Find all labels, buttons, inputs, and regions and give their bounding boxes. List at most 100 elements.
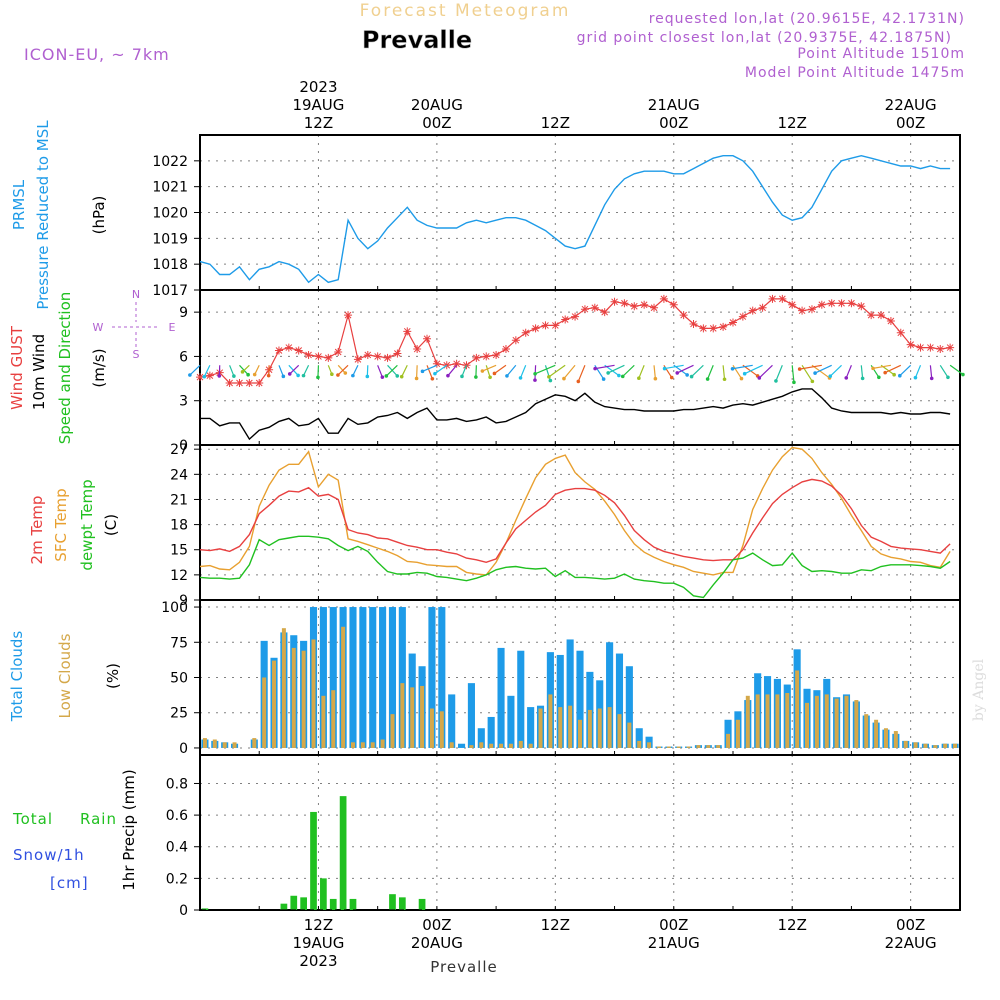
wind-gust-point <box>699 324 708 333</box>
wind-gust-point <box>482 352 491 361</box>
wind-arrow-head <box>961 372 965 377</box>
wind-arrow-head <box>330 372 334 376</box>
wind-arrow-head <box>474 375 478 379</box>
wind-direction-arrow <box>519 365 527 379</box>
wind-direction-arrow <box>289 364 300 375</box>
total-cloud-bar <box>517 650 525 748</box>
wind-gust-point <box>304 350 313 359</box>
low-cloud-bar <box>232 742 237 748</box>
top-hour-label: 00Z <box>422 114 451 132</box>
wind-arrow-head <box>217 374 222 378</box>
wind-gust-point <box>916 343 925 352</box>
dewpt-temp-line <box>199 535 951 599</box>
low-cloud-bar <box>281 628 286 748</box>
low-cloud-bar <box>676 746 681 748</box>
wind-gust-point <box>521 328 530 337</box>
wind-gust-point <box>738 312 747 321</box>
temp-label-2m: 2m Temp <box>28 496 46 565</box>
rain-bar <box>329 898 337 910</box>
wind-gust-point <box>590 303 599 312</box>
wind-arrow-head <box>296 373 300 378</box>
wind-gust-point <box>353 355 362 364</box>
wind-arrow-head <box>281 374 286 379</box>
y-tick-label: 50 <box>170 671 188 687</box>
wind-arrow-head <box>446 373 450 378</box>
total-cloud-bar <box>635 728 643 748</box>
wind-arrow-head <box>533 372 537 376</box>
wind-direction-arrow <box>352 365 359 376</box>
rain-bar <box>320 878 327 910</box>
cloud-label-total: Total Clouds <box>8 631 26 723</box>
wind-gust-point <box>798 306 807 315</box>
low-cloud-bar <box>568 705 573 748</box>
wind-gust-point <box>235 379 244 387</box>
y-tick-label: 0.4 <box>166 840 188 856</box>
wind-arrow-head <box>480 369 485 373</box>
wind-direction-arrow <box>422 364 438 372</box>
rain-bar <box>389 894 396 910</box>
wind-direction-arrow <box>845 365 852 379</box>
total-cloud-bar <box>507 695 515 748</box>
total-cloud-bar <box>388 607 397 748</box>
low-cloud-bar <box>469 745 474 748</box>
wind-direction-arrow <box>676 364 694 374</box>
top-hour-label: 12Z <box>778 114 807 132</box>
wind-gust-point <box>245 379 254 387</box>
low-cloud-bar <box>933 745 938 748</box>
top-hour-label: 12Z <box>304 114 333 132</box>
wind-gust-point <box>255 379 264 387</box>
low-cloud-bar <box>420 685 425 748</box>
y-tick-label: 25 <box>170 706 188 722</box>
low-cloud-bar <box>814 695 819 748</box>
wind-arrow-head <box>929 376 934 381</box>
bottom-hour-label: 00Z <box>422 916 451 934</box>
low-cloud-bar <box>252 738 257 748</box>
wind-gust-point <box>650 303 659 312</box>
y-tick-label: 12 <box>170 568 188 584</box>
sfc-temp-line <box>199 446 951 576</box>
wind-arrow-head <box>669 375 674 380</box>
wind-direction-arrow <box>385 364 398 377</box>
wind-gust-point <box>689 319 698 328</box>
bottom-date-label: 19AUG <box>292 934 344 952</box>
low-cloud-bar <box>637 740 642 748</box>
wind-direction-arrow <box>426 365 433 379</box>
wind-gust-point <box>472 353 481 362</box>
y-tick-label: 1019 <box>152 231 188 247</box>
wind-gust-point <box>906 340 915 349</box>
low-cloud-bar <box>499 743 504 748</box>
bottom-hour-label: 12Z <box>304 916 333 934</box>
wind-direction-arrow <box>872 364 892 369</box>
wind-arrow-head <box>685 373 689 377</box>
wind-arrow-head <box>287 372 292 376</box>
bottom-hour-label: 00Z <box>896 916 925 934</box>
wind-gust-point <box>748 306 757 315</box>
low-cloud-bar <box>656 746 661 748</box>
wind-gust-point <box>561 315 570 324</box>
wind-label-dir: Speed and Direction <box>56 292 74 445</box>
wind-direction-arrow <box>447 364 458 377</box>
wind-direction-arrow <box>744 364 763 375</box>
rain-bar <box>349 898 357 910</box>
precip-label-rain: Rain <box>80 810 117 828</box>
wind-direction-arrow <box>415 365 418 379</box>
low-cloud-bar <box>666 746 671 748</box>
wind-gust-point <box>531 324 540 333</box>
wind-gust-point <box>501 345 510 354</box>
wind-gust-point <box>946 343 955 352</box>
wind-arrow-head <box>433 371 437 376</box>
wind-arrow-head <box>365 374 370 379</box>
wind-arrow-head <box>488 375 492 380</box>
top-date-label: 19AUG <box>292 96 344 114</box>
wind-arrow-head <box>518 376 523 380</box>
wind-direction-arrow <box>939 364 949 378</box>
low-cloud-bar <box>449 742 454 748</box>
precip-label-cm: [cm] <box>50 874 89 892</box>
y-tick-label: 1017 <box>152 283 188 299</box>
low-cloud-bar <box>755 694 760 748</box>
pressure-panel: 1017 1018 1019 1020 1021 1022 <box>152 134 961 299</box>
wind-gust-point <box>837 299 846 308</box>
wind-arrow-head <box>774 379 778 383</box>
wind-labels: Wind GUST 10m Wind Speed and Direction (… <box>8 288 176 444</box>
